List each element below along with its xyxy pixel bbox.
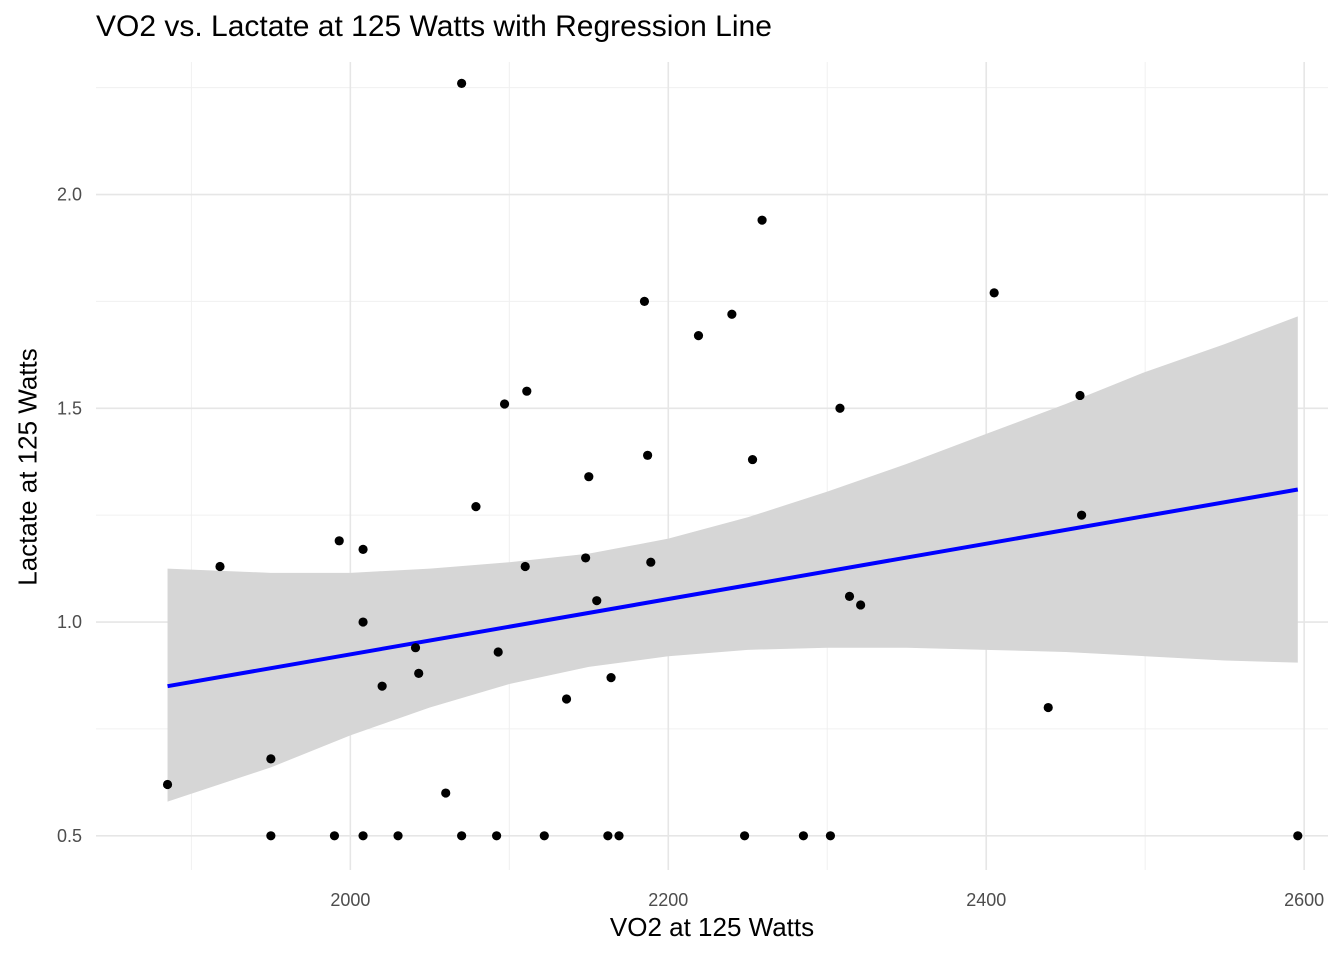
data-point xyxy=(825,831,836,841)
data-point xyxy=(844,591,855,601)
data-point xyxy=(693,331,704,341)
data-point xyxy=(162,779,173,790)
confidence-band-layer xyxy=(167,316,1298,802)
x-tick-label: 2400 xyxy=(966,890,1006,910)
data-point xyxy=(1077,510,1087,520)
data-point xyxy=(358,831,368,841)
data-point xyxy=(614,831,624,841)
data-point xyxy=(493,647,503,657)
data-point xyxy=(410,643,421,653)
data-point xyxy=(471,502,481,512)
data-point xyxy=(539,831,549,841)
confidence-band xyxy=(167,316,1298,802)
data-point xyxy=(727,309,737,319)
data-point xyxy=(520,561,530,572)
data-point xyxy=(1293,831,1303,841)
y-axis-ticks: 0.5 1.0 1.5 2.0 xyxy=(57,185,82,846)
x-axis-ticks: 2000 2200 2400 2600 xyxy=(330,890,1324,910)
y-axis-label: Lactate at 125 Watts xyxy=(12,348,43,586)
data-point xyxy=(215,561,225,572)
data-point xyxy=(603,831,613,841)
data-point xyxy=(584,472,594,482)
y-tick-label: 2.0 xyxy=(57,185,82,205)
data-points-layer xyxy=(162,78,1303,841)
data-point xyxy=(329,831,340,841)
y-tick-label: 1.5 xyxy=(57,398,82,418)
x-tick-label: 2600 xyxy=(1284,890,1324,910)
data-point xyxy=(747,454,758,465)
y-tick-label: 1.0 xyxy=(57,612,82,632)
data-point xyxy=(739,831,750,841)
data-point xyxy=(457,78,467,88)
data-point xyxy=(1043,702,1053,713)
data-point xyxy=(377,681,387,691)
data-point xyxy=(414,668,424,678)
data-point xyxy=(835,403,845,413)
data-point xyxy=(592,596,602,606)
data-point xyxy=(266,754,276,764)
data-point xyxy=(457,831,467,841)
data-point xyxy=(358,617,368,627)
data-point xyxy=(441,788,451,798)
data-point xyxy=(499,399,510,409)
x-tick-label: 2200 xyxy=(648,890,688,910)
data-point xyxy=(856,600,866,610)
regression-line-layer xyxy=(167,487,1299,689)
x-tick-label: 2000 xyxy=(330,890,370,910)
data-point xyxy=(798,831,809,841)
data-point xyxy=(358,544,368,554)
data-point xyxy=(266,831,276,841)
chart-title: VO2 vs. Lactate at 125 Watts with Regres… xyxy=(96,10,772,43)
regression-line xyxy=(167,487,1299,689)
data-point xyxy=(757,215,767,225)
data-point xyxy=(334,536,344,546)
data-point xyxy=(522,386,532,396)
data-point xyxy=(989,288,999,298)
data-point xyxy=(561,694,572,704)
data-point xyxy=(639,296,650,307)
data-point xyxy=(581,553,591,563)
data-point xyxy=(646,557,656,567)
x-axis-label: VO2 at 125 Watts xyxy=(609,912,815,942)
data-point xyxy=(643,450,653,460)
data-point xyxy=(606,673,616,683)
data-point xyxy=(393,831,403,841)
data-point xyxy=(1075,390,1085,401)
data-point xyxy=(491,831,502,841)
y-tick-label: 0.5 xyxy=(57,826,82,846)
